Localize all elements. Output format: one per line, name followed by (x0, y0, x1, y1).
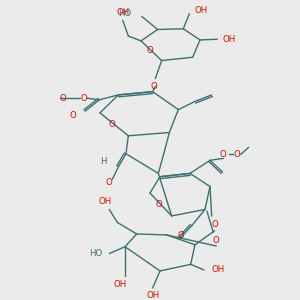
Text: O: O (69, 111, 76, 120)
Text: O: O (213, 236, 220, 245)
Text: O: O (109, 120, 116, 129)
Text: OH: OH (222, 35, 236, 44)
Text: OH: OH (116, 8, 129, 17)
Text: H: H (100, 158, 106, 166)
Text: O: O (178, 231, 184, 240)
Text: OH: OH (113, 280, 127, 289)
Text: HO: HO (118, 9, 132, 18)
Text: O: O (220, 150, 227, 159)
Text: O: O (60, 94, 67, 103)
Text: HO: HO (89, 249, 102, 258)
Text: O: O (155, 200, 162, 209)
Text: O: O (151, 82, 158, 91)
Text: OH: OH (146, 291, 159, 300)
Text: OH: OH (194, 6, 208, 15)
Text: OH: OH (211, 266, 224, 274)
Text: O: O (233, 150, 240, 159)
Text: O: O (81, 94, 87, 103)
Text: OH: OH (99, 197, 112, 206)
Text: O: O (211, 220, 218, 229)
Text: O: O (147, 46, 154, 55)
Text: O: O (106, 178, 113, 187)
